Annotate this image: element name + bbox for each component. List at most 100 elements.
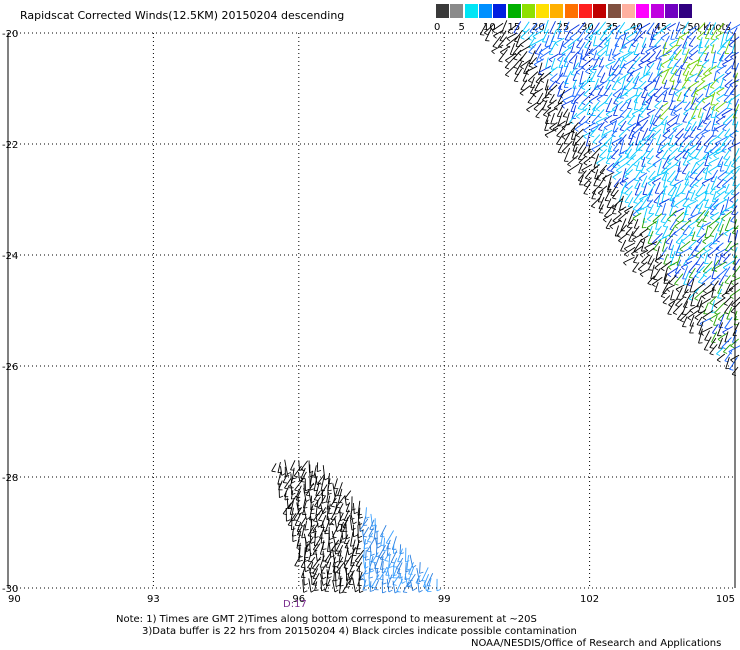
wind-barb: [513, 68, 523, 82]
wind-barb: [709, 312, 721, 320]
wind-barb: [704, 152, 710, 166]
wind-barb-tick: [731, 165, 736, 168]
wind-barb: [544, 85, 549, 99]
wind-barb: [636, 205, 649, 212]
wind-barb-tick: [591, 148, 596, 153]
wind-barb-tick: [279, 495, 284, 499]
wind-barb: [642, 182, 648, 195]
wind-barb: [592, 101, 600, 110]
wind-barb-tick: [695, 250, 700, 252]
wind-barb-tick: [709, 347, 714, 349]
wind-barb-tick: [708, 246, 713, 249]
wind-barb: [667, 156, 676, 163]
wind-barb: [322, 521, 325, 533]
wind-barb: [715, 248, 727, 255]
wind-barb: [371, 552, 379, 563]
wind-barb: [732, 62, 740, 78]
wind-barb-tick: [281, 473, 286, 476]
wind-barb: [654, 282, 659, 292]
wind-barb: [654, 104, 664, 117]
wind-barb: [549, 122, 558, 129]
wind-barb-tick: [673, 233, 678, 237]
wind-barb: [646, 199, 654, 207]
wind-barb: [626, 99, 632, 109]
wind-barb: [716, 322, 723, 336]
wind-barb: [673, 224, 686, 235]
wind-barb: [729, 84, 738, 94]
wind-barb: [709, 296, 717, 304]
wind-barb: [406, 573, 416, 587]
wind-barb: [696, 56, 701, 66]
wind-barb-tick: [717, 30, 722, 33]
wind-barb: [534, 23, 546, 31]
wind-barb-tick: [674, 158, 679, 162]
wind-barb: [357, 533, 360, 543]
wind-barb: [396, 562, 403, 574]
wind-barb: [565, 112, 570, 126]
wind-barb-tick: [403, 591, 408, 593]
wind-barb: [519, 51, 528, 61]
wind-barb: [709, 337, 717, 348]
wind-barb-tick: [571, 102, 576, 105]
wind-barb: [308, 489, 312, 504]
wind-barb: [724, 65, 733, 73]
wind-barb: [722, 326, 733, 333]
wind-barb: [694, 190, 707, 200]
wind-barb: [589, 43, 602, 54]
wind-barb: [598, 50, 607, 59]
wind-barb: [328, 542, 332, 558]
wind-barb: [296, 526, 303, 535]
wind-barb: [563, 147, 571, 162]
wind-barb-tick: [514, 80, 519, 83]
wind-barb: [714, 302, 725, 314]
wind-barb: [710, 92, 716, 106]
legend-swatch: [536, 4, 550, 18]
wind-barb-tick: [698, 281, 703, 284]
wind-barb-tick: [609, 225, 614, 230]
wind-barb: [561, 99, 573, 107]
wind-barb-tick: [335, 584, 340, 588]
wind-barb: [557, 20, 562, 33]
wind-barb: [689, 126, 697, 138]
wind-barb-tick: [436, 589, 441, 592]
axis-ticks: 90 93 96 99 102 105-20-22-24-26-28-30: [2, 29, 735, 605]
wind-barb-tick: [567, 171, 571, 175]
wind-barb-tick: [513, 32, 518, 34]
wind-barb: [391, 536, 397, 550]
wind-barb: [567, 37, 580, 48]
wind-barb: [666, 210, 677, 221]
wind-barb-tick: [638, 178, 643, 181]
wind-barb: [710, 274, 720, 284]
wind-barb: [681, 316, 688, 327]
wind-barb: [711, 102, 719, 110]
wind-barb: [602, 24, 613, 34]
wind-barb-tick: [346, 537, 351, 540]
wind-barb: [634, 169, 642, 181]
wind-barb: [638, 80, 647, 89]
wind-barb-tick: [662, 157, 667, 160]
wind-barb: [719, 161, 724, 172]
wind-barb: [688, 261, 698, 273]
wind-barb-tick: [556, 135, 561, 138]
wind-barb-tick: [612, 73, 617, 76]
wind-barb-tick: [584, 38, 589, 41]
wind-barb: [656, 160, 662, 176]
wind-barb: [598, 204, 604, 213]
wind-barb: [698, 41, 703, 54]
wind-barb: [670, 29, 675, 40]
wind-barb: [626, 70, 635, 82]
wind-barb: [319, 555, 325, 568]
wind-barb-tick: [365, 516, 370, 519]
wind-barb: [337, 488, 343, 503]
wind-barb: [660, 260, 672, 269]
wind-barb: [691, 90, 697, 105]
wind-barb: [583, 87, 592, 96]
wind-barb: [611, 203, 618, 214]
wind-barb: [633, 155, 643, 165]
wind-barb: [699, 317, 712, 324]
wind-barb: [724, 300, 734, 313]
wind-barb: [704, 27, 711, 39]
wind-barb-tick: [614, 45, 620, 47]
wind-barb: [559, 87, 572, 97]
wind-barb: [547, 99, 557, 107]
